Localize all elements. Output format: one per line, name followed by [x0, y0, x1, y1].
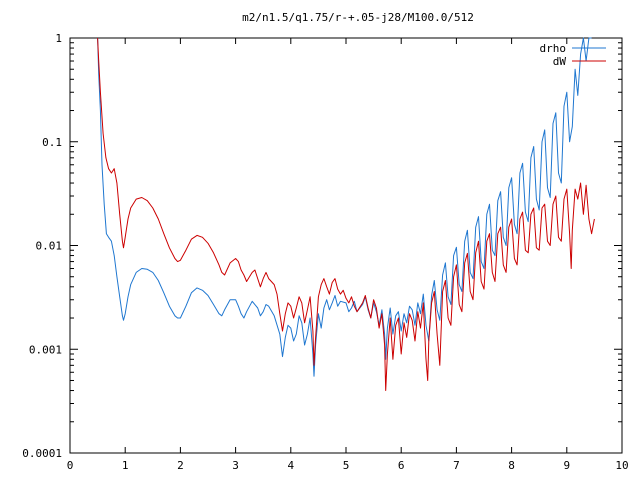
x-axis: 0 1 2 3 4 5 6 7 8 9 10	[67, 38, 629, 472]
x-tick-label: 9	[563, 459, 570, 472]
series-layer	[97, 37, 595, 391]
x-tick-label: 10	[615, 459, 628, 472]
x-tick-label: 8	[508, 459, 515, 472]
x-tick-label: 7	[453, 459, 460, 472]
series-line-drho	[97, 37, 592, 377]
x-tick-label: 5	[343, 459, 350, 472]
y-tick-label: 0.1	[42, 136, 62, 149]
x-tick-label: 6	[398, 459, 405, 472]
y-axis: 0.0001 0.001 0.01 0.1 1	[22, 32, 622, 460]
y-tick-label: 0.0001	[22, 447, 62, 460]
x-tick-label: 0	[67, 459, 74, 472]
x-tick-label: 3	[232, 459, 239, 472]
y-tick-label: 0.001	[29, 343, 62, 356]
x-tick-label: 2	[177, 459, 184, 472]
y-tick-label: 0.01	[36, 240, 63, 253]
legend-label-drho: drho	[540, 42, 567, 55]
y-tick-label: 1	[55, 32, 62, 45]
x-tick-label: 4	[287, 459, 294, 472]
chart-title: m2/n1.5/q1.75/r-+.05-j28/M100.0/512	[242, 11, 474, 24]
series-line-dW	[97, 37, 595, 391]
x-tick-label: 1	[122, 459, 129, 472]
legend-label-dW: dW	[553, 55, 567, 68]
